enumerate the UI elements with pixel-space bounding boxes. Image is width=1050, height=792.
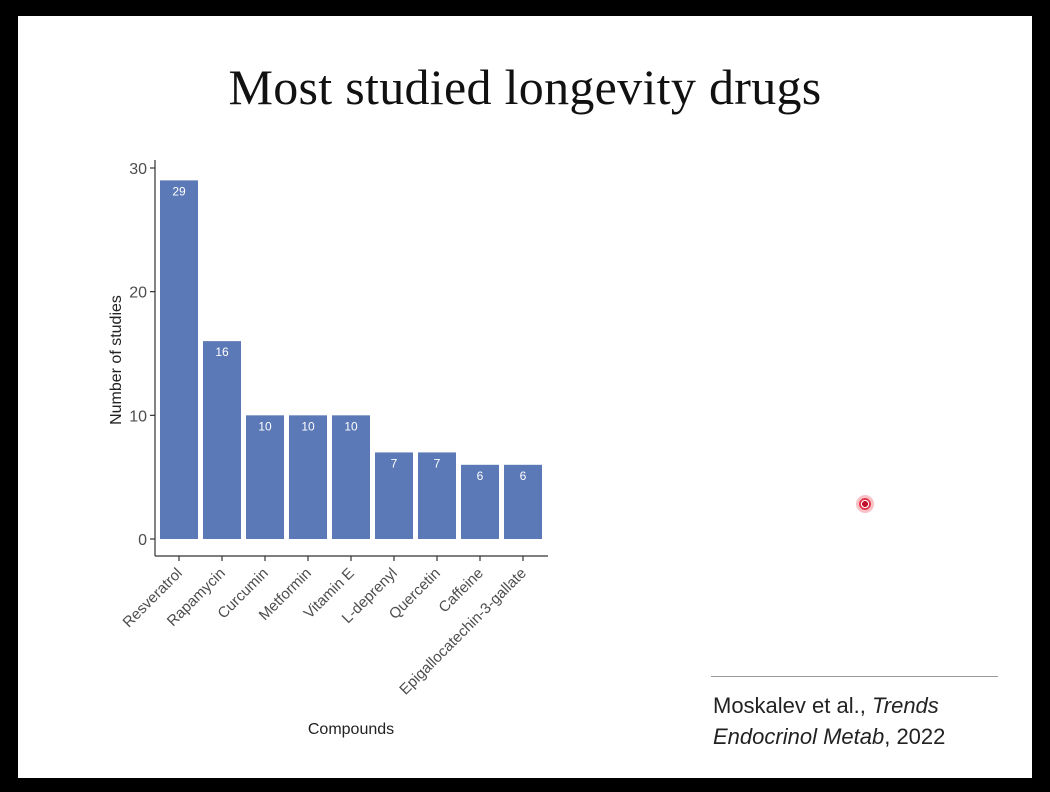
bar-value-label: 7 bbox=[434, 456, 441, 470]
slide-title: Most studied longevity drugs bbox=[228, 59, 822, 115]
bar bbox=[375, 452, 413, 539]
bar-value-label: 10 bbox=[344, 419, 358, 433]
bar-value-label: 6 bbox=[520, 469, 527, 483]
bar bbox=[160, 180, 198, 539]
bar bbox=[504, 464, 542, 539]
citation-authors: Moskalev et al., bbox=[713, 693, 872, 718]
bar bbox=[203, 341, 241, 539]
bar-value-label: 10 bbox=[258, 419, 272, 433]
citation-journal-line1: Trends bbox=[871, 693, 939, 718]
bar bbox=[332, 415, 370, 539]
y-tick-label: 30 bbox=[129, 161, 147, 178]
bar bbox=[461, 464, 499, 539]
y-tick-label: 0 bbox=[138, 532, 147, 549]
y-tick-label: 10 bbox=[129, 408, 147, 425]
bar bbox=[289, 415, 327, 539]
pointer-dot-icon bbox=[856, 495, 874, 513]
reference-divider bbox=[711, 676, 998, 677]
citation-journal-line2: Endocrinol Metab bbox=[713, 724, 885, 749]
x-axis-title: Compounds bbox=[308, 721, 394, 738]
bar bbox=[418, 452, 456, 539]
bar-value-label: 29 bbox=[172, 184, 186, 198]
bar bbox=[246, 415, 284, 539]
bar-value-label: 6 bbox=[477, 469, 484, 483]
y-tick-label: 20 bbox=[129, 285, 147, 302]
bar-value-label: 7 bbox=[391, 456, 398, 470]
citation: Moskalev et al., Trends Endocrinol Metab… bbox=[713, 690, 945, 752]
bar-value-label: 10 bbox=[301, 419, 315, 433]
y-axis-title: Number of studies bbox=[108, 295, 125, 425]
citation-year: , 2022 bbox=[884, 724, 946, 749]
bar-value-label: 16 bbox=[215, 345, 229, 359]
